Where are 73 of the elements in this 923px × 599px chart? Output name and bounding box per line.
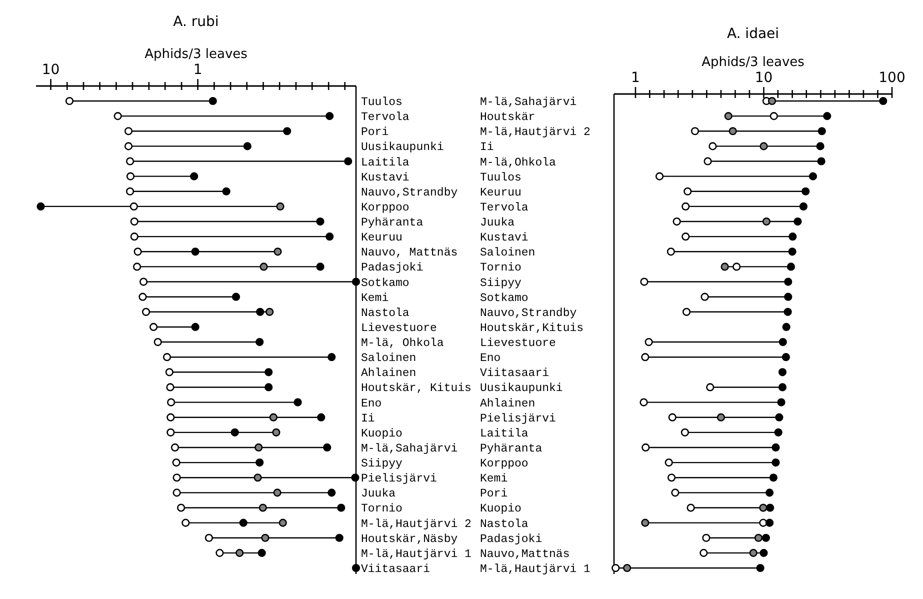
y-tick-label: Houtskär xyxy=(480,111,536,124)
y-tick-label: Saloinen xyxy=(361,352,416,366)
x-axis-title: Aphids/3 leaves xyxy=(702,55,805,70)
y-tick-label: Padasjoki xyxy=(480,532,542,546)
y-tick-label: Kustavi xyxy=(480,232,528,245)
y-tick-label: Pori xyxy=(480,488,508,501)
y-tick-label: M-lä, Ohkola xyxy=(361,337,444,350)
y-tick-label: Tervola xyxy=(361,111,410,124)
y-tick-label: Ii xyxy=(361,412,375,426)
y-tick-label: Uusikaupunki xyxy=(361,141,444,154)
y-tick-label: Tuulos xyxy=(361,96,402,109)
y-tick-label: Sotkamo xyxy=(361,276,410,290)
y-tick-label: Ahlainen xyxy=(361,367,416,380)
y-tick-label: Nastola xyxy=(361,306,410,320)
y-tick-label: Nauvo,Strandby xyxy=(361,186,458,200)
y-tick-label: Laitila xyxy=(361,156,410,170)
y-tick-label: M-lä,Sahajärvi xyxy=(480,96,577,109)
y-tick-label: Siipyy xyxy=(480,276,522,290)
y-tick-label: Pyhäranta xyxy=(361,216,424,230)
y-tick-label: Saloinen xyxy=(480,246,536,260)
y-tick-label: Eno xyxy=(480,352,501,366)
y-tick-label: Houtskär,Kituis xyxy=(480,322,584,335)
x-tick-label: 1 xyxy=(631,70,640,86)
y-tick-label: Laitila xyxy=(480,427,528,440)
y-tick-label: Keuruu xyxy=(361,232,402,245)
y-tick-label: Uusikaupunki xyxy=(480,382,563,396)
y-tick-label: Korppoo xyxy=(361,201,410,214)
y-tick-label: Korppoo xyxy=(480,458,528,471)
y-tick-label: Pyhäranta xyxy=(480,442,542,456)
y-tick-label: Viitasaari xyxy=(361,563,430,576)
y-tick-label: Kemi xyxy=(361,292,389,305)
x-axis-title: Aphids/3 leaves xyxy=(144,47,248,62)
y-tick-label: Nauvo,Strandby xyxy=(480,306,577,320)
y-tick-label: Juuka xyxy=(361,488,396,501)
y-tick-label: Houtskär, Kituis xyxy=(361,382,472,396)
y-tick-label: Tuulos xyxy=(480,171,522,184)
y-tick-label: Tervola xyxy=(480,201,528,214)
y-tick-label: M-lä,Hautjärvi 2 xyxy=(480,126,591,140)
y-tick-label: Kustavi xyxy=(361,171,410,184)
y-tick-label: Pielisjärvi xyxy=(361,472,438,486)
y-tick-label: Padasjoki xyxy=(361,262,424,275)
y-tick-label: Keuruu xyxy=(480,186,522,200)
y-tick-label: Nastola xyxy=(480,518,528,531)
y-tick-label: Tornio xyxy=(480,262,522,275)
y-tick-label: Ii xyxy=(480,141,494,154)
chart-title: A. rubi xyxy=(173,14,219,30)
y-tick-label: Kemi xyxy=(480,472,508,486)
y-tick-label: Kuopio xyxy=(361,427,403,440)
y-tick-label: Nauvo,Mattnäs xyxy=(480,548,570,561)
y-tick-label: M-lä,Hautjärvi 2 xyxy=(361,518,472,531)
y-tick-label: Kuopio xyxy=(480,502,522,516)
x-tick-label: 10 xyxy=(42,62,60,78)
x-tick-label: 1 xyxy=(193,62,202,78)
y-tick-label: Nauvo, Mattnäs xyxy=(361,246,458,260)
y-tick-label: Tornio xyxy=(361,502,403,516)
y-tick-label: Pielisjärvi xyxy=(480,412,556,426)
y-tick-label: Eno xyxy=(361,397,382,410)
y-tick-label: M-lä,Sahajärvi xyxy=(361,442,458,456)
x-tick-label: 10 xyxy=(754,70,773,86)
y-tick-label: M-lä,Ohkola xyxy=(480,156,556,170)
y-tick-label: Houtskär,Näsby xyxy=(361,532,458,546)
y-tick-label: Lievestuore xyxy=(480,337,556,350)
x-tick-label: 100 xyxy=(878,70,906,86)
y-tick-label: Viitasaari xyxy=(480,367,550,380)
y-tick-label: Juuka xyxy=(480,216,515,230)
y-tick-label: Sotkamo xyxy=(480,292,528,305)
y-tick-label: M-lä,Hautjärvi 1 xyxy=(361,548,472,561)
y-tick-label: Lievestuore xyxy=(361,322,438,335)
y-tick-label: Pori xyxy=(361,126,389,140)
chart-title: A. idaei xyxy=(726,26,780,42)
y-tick-label: M-lä,Hautjärvi 1 xyxy=(480,563,591,576)
y-tick-label: Siipyy xyxy=(361,458,403,471)
y-tick-label: Ahlainen xyxy=(480,397,536,410)
